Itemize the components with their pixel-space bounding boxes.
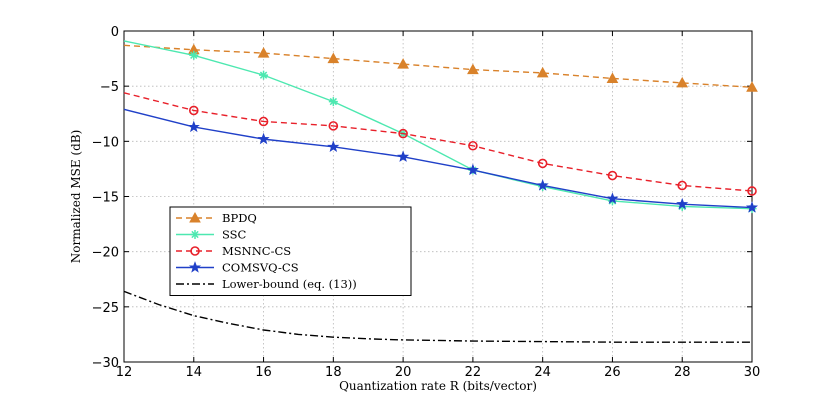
legend-item-bpdq: BPDQ (176, 211, 257, 225)
series-bpdq (123, 43, 758, 92)
legend-marker (189, 211, 201, 223)
legend-label: MSNNC-CS (222, 244, 291, 258)
x-axis-label: Quantization rate R (bits/vector) (339, 379, 537, 393)
series-line-comsvq-cs (123, 108, 753, 209)
legend-item-lower-bound-eq-13: Lower-bound (eq. (13)) (176, 277, 357, 291)
series-line-ssc (123, 40, 753, 210)
x-tick-label: 28 (674, 365, 691, 380)
data-point-comsvq-cs (397, 150, 410, 162)
data-point-bpdq (327, 52, 340, 64)
y-tick-label: −25 (92, 301, 119, 316)
series-line-lower-bound-eq-13 (123, 290, 752, 343)
legend-item-ssc: SSC (176, 228, 247, 242)
x-tick-label: 26 (604, 365, 621, 380)
legend-label: SSC (222, 228, 247, 242)
data-point-bpdq (606, 72, 619, 83)
y-tick-label: −5 (100, 80, 119, 95)
legend-item-msnnc-cs: MSNNC-CS (176, 244, 291, 258)
legend-item-comsvq-cs: COMSVQ-CS (176, 261, 299, 275)
data-point-comsvq-cs (327, 140, 340, 152)
data-point-bpdq (536, 66, 549, 78)
data-point-msnnc-cs (607, 170, 618, 181)
data-point-bpdq (467, 63, 479, 75)
data-point-msnnc-cs (677, 180, 688, 191)
data-point-msnnc-cs (258, 116, 269, 127)
data-point-ssc (189, 50, 199, 60)
data-point-msnnc-cs (747, 186, 757, 196)
series-ssc (123, 40, 757, 214)
data-point-msnnc-cs (328, 121, 339, 131)
y-tick-label: −10 (92, 135, 119, 150)
data-point-bpdq (676, 76, 689, 88)
data-point-bpdq (746, 81, 758, 92)
x-tick-label: 18 (325, 365, 342, 380)
data-point-comsvq-cs (676, 197, 689, 210)
x-tick-label: 22 (465, 365, 482, 380)
data-point-comsvq-cs (606, 192, 619, 204)
series-comsvq-cs (123, 108, 759, 213)
series-layer (123, 40, 759, 343)
legend-marker (188, 261, 202, 273)
data-point-comsvq-cs (745, 201, 759, 213)
x-tick-label: 20 (395, 365, 412, 380)
x-tick-label: 30 (744, 365, 761, 380)
y-tick-label: 0 (111, 25, 119, 40)
y-tick-label: −30 (92, 356, 119, 371)
legend: BPDQ SSC MSNNC-CS COMSVQ-CS Lower-bound (eq.… (169, 206, 412, 296)
y-tick-label: −15 (92, 191, 119, 206)
series-msnnc-cs (123, 92, 757, 196)
data-point-msnnc-cs (188, 105, 199, 116)
x-tick-label: 12 (116, 365, 133, 380)
x-tick-label: 16 (255, 365, 272, 380)
series-lower-bound-eq-13 (123, 290, 752, 343)
y-axis-label: Normalized MSE (dB) (69, 130, 83, 264)
series-line-msnnc-cs (123, 92, 753, 192)
legend-marker (190, 230, 200, 239)
data-point-comsvq-cs (466, 163, 479, 176)
x-tick-label: 24 (534, 365, 551, 380)
data-point-ssc (328, 97, 338, 107)
data-point-msnnc-cs (398, 128, 408, 139)
legend-label: Lower-bound (eq. (13)) (222, 277, 357, 291)
data-point-msnnc-cs (537, 158, 548, 169)
series-line-bpdq (123, 44, 753, 88)
data-point-comsvq-cs (257, 132, 270, 145)
data-point-msnnc-cs (468, 140, 478, 151)
legend-label: COMSVQ-CS (222, 261, 299, 275)
legend-label: BPDQ (222, 211, 257, 225)
data-point-bpdq (397, 58, 409, 69)
axes: 12 14 16 18 20 22 24 26 28 30 0 −5 −10 −15 −20 −25 −30 (92, 25, 761, 380)
data-point-comsvq-cs (187, 120, 200, 133)
legend-marker (190, 246, 200, 256)
x-tick-label: 14 (186, 365, 203, 380)
data-point-bpdq (257, 47, 270, 58)
data-point-ssc (259, 70, 269, 80)
data-point-comsvq-cs (536, 179, 549, 191)
y-tick-label: −20 (92, 246, 119, 261)
